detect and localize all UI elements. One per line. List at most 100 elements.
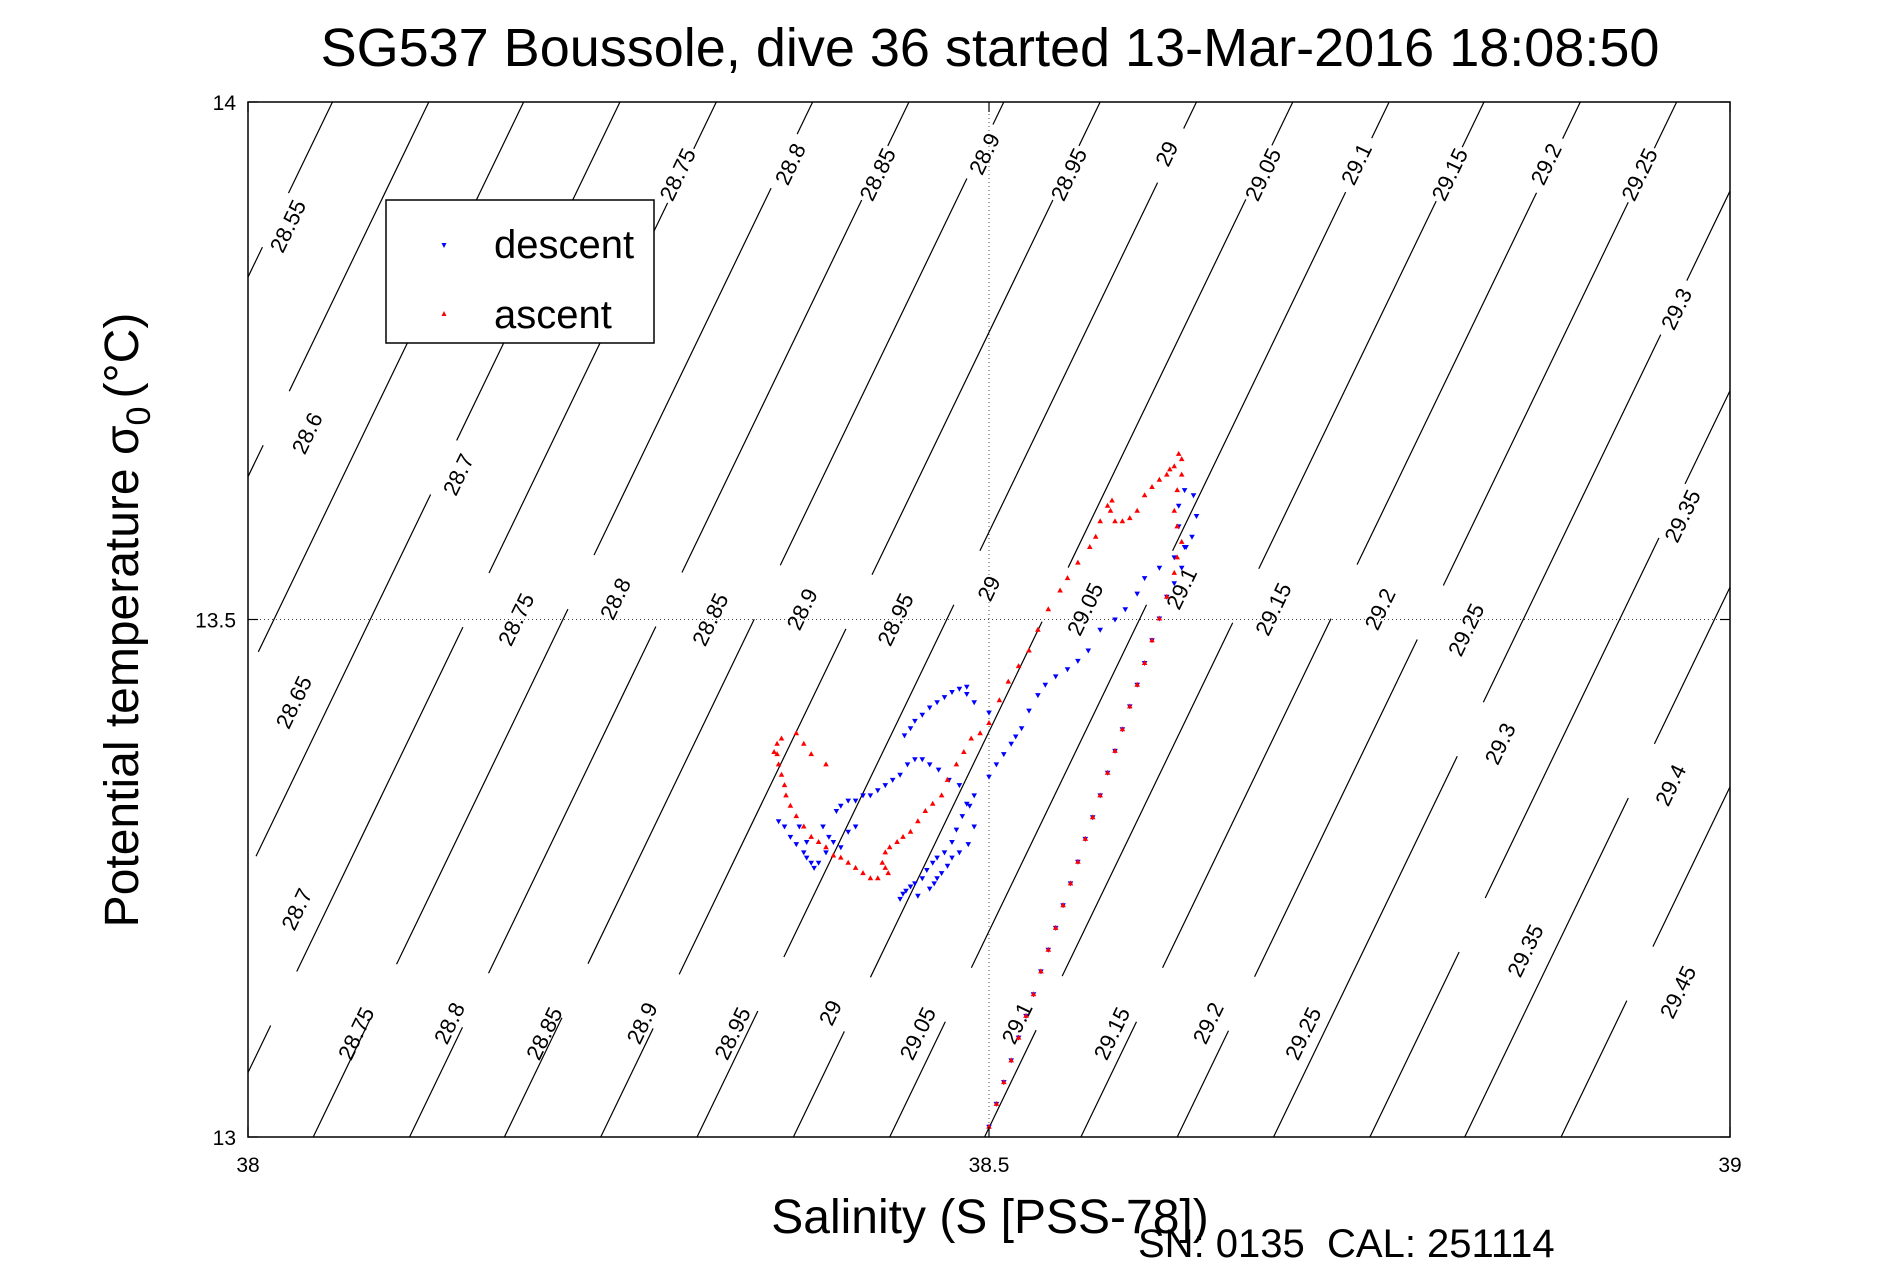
- descent-point: [823, 850, 829, 856]
- descent-point: [1026, 708, 1032, 714]
- descent-point: [904, 762, 911, 768]
- descent-point: [1097, 627, 1103, 633]
- descent-point: [1181, 488, 1188, 494]
- ascent-point: [1104, 502, 1111, 508]
- descent-point: [1012, 734, 1019, 740]
- descent-point: [815, 860, 822, 866]
- isopycnal-line: [1080, 1021, 1138, 1137]
- ascent-point: [1164, 593, 1170, 599]
- descent-point: [867, 793, 874, 799]
- isopycnal-line: [992, 102, 1005, 125]
- descent-point: [938, 871, 945, 877]
- descent-point: [929, 860, 936, 866]
- ascent-point: [1075, 858, 1081, 864]
- ascent-point: [860, 870, 866, 876]
- ascent-point: [1171, 507, 1177, 513]
- isopycnal-line: [970, 604, 1148, 969]
- descent-point: [1018, 726, 1025, 732]
- descent-point: [833, 809, 840, 814]
- ascent-point: [1015, 1034, 1022, 1040]
- descent-point: [781, 824, 788, 830]
- descent-point: [966, 803, 973, 809]
- ascent-point: [793, 730, 800, 736]
- descent-point: [912, 881, 918, 887]
- descent-point: [1112, 617, 1118, 623]
- ascent-point: [1001, 1079, 1007, 1085]
- ascent-point: [1035, 626, 1041, 632]
- ascent-point: [838, 854, 844, 860]
- ascent-point: [1175, 450, 1182, 456]
- isopycnal-line: [408, 1027, 464, 1137]
- isopycnal-line: [396, 608, 569, 965]
- serial-calibration-footer: SN: 0135 CAL: 251114: [1138, 1222, 1555, 1262]
- isopycnal-line: [1371, 102, 1390, 139]
- descent-point: [1052, 674, 1059, 680]
- series-ascent: [771, 450, 1185, 1129]
- ascent-point: [830, 852, 837, 858]
- ascent-point: [774, 751, 780, 757]
- data-series: [771, 450, 1200, 1130]
- ascent-point: [808, 751, 814, 757]
- ascent-point: [996, 697, 1003, 703]
- ascent-point: [801, 823, 807, 829]
- isopycnal-line: [696, 1010, 759, 1137]
- legend-label-descent: descent: [494, 223, 634, 267]
- descent-point: [1064, 667, 1071, 673]
- ascent-point: [793, 813, 800, 819]
- legend-box: [385, 199, 655, 344]
- isopycnal-line: [779, 178, 968, 566]
- isopycnal-line: [796, 102, 814, 135]
- ascent-point: [1134, 507, 1140, 513]
- descent-point: [1171, 581, 1177, 587]
- descent-point: [941, 850, 948, 856]
- isopycnal-line: [1078, 102, 1101, 147]
- descent-point: [845, 829, 851, 835]
- ascent-point: [900, 833, 906, 839]
- descent-point: [964, 692, 970, 697]
- descent-point: [897, 772, 903, 778]
- descent-point: [986, 774, 992, 780]
- isopycnal-line: [1686, 189, 1730, 281]
- isopycnal-line: [1653, 102, 1678, 149]
- isopycnal-line: [783, 604, 955, 958]
- descent-point: [1042, 682, 1049, 688]
- isopycnal-line: [288, 102, 430, 392]
- descent-point: [1183, 545, 1189, 550]
- descent-point: [1171, 555, 1177, 561]
- ascent-point: [771, 749, 777, 754]
- ascent-point: [1067, 880, 1074, 886]
- y-axis-label-subscript: 0: [120, 407, 158, 426]
- descent-point: [852, 824, 859, 830]
- isopycnal-line: [1484, 537, 1660, 899]
- descent-point: [1178, 565, 1185, 571]
- descent-point: [965, 842, 972, 848]
- descent-point: [986, 710, 992, 716]
- descent-point: [787, 834, 794, 840]
- ascent-point: [977, 730, 983, 736]
- ascent-point: [1149, 637, 1155, 643]
- isopycnal-line: [1061, 622, 1234, 977]
- legend-label-ascent: ascent: [494, 293, 612, 337]
- descent-point: [926, 886, 933, 892]
- ascent-point: [907, 828, 914, 834]
- descent-point: [1035, 693, 1041, 699]
- descent-point: [949, 840, 955, 845]
- ascent-point: [823, 844, 829, 850]
- y-axis-label-unit: (°C): [96, 313, 149, 399]
- ascent-point: [1178, 471, 1185, 477]
- descent-point: [912, 757, 918, 763]
- isopycnal-line: [1684, 389, 1730, 485]
- ascent-point: [1008, 1057, 1014, 1063]
- series-descent: [775, 488, 1200, 1130]
- ascent-point: [1023, 1012, 1029, 1018]
- ascent-point: [1141, 660, 1148, 665]
- descent-point: [1156, 565, 1163, 571]
- descent-point: [915, 893, 921, 899]
- legend-marker-descent: [441, 243, 447, 248]
- ascent-point: [801, 740, 807, 746]
- isopycnal-line: [257, 102, 525, 653]
- descent-point: [964, 684, 970, 690]
- ascent-point: [1038, 968, 1044, 974]
- ascent-point: [1164, 471, 1170, 477]
- ascent-point: [1167, 466, 1173, 472]
